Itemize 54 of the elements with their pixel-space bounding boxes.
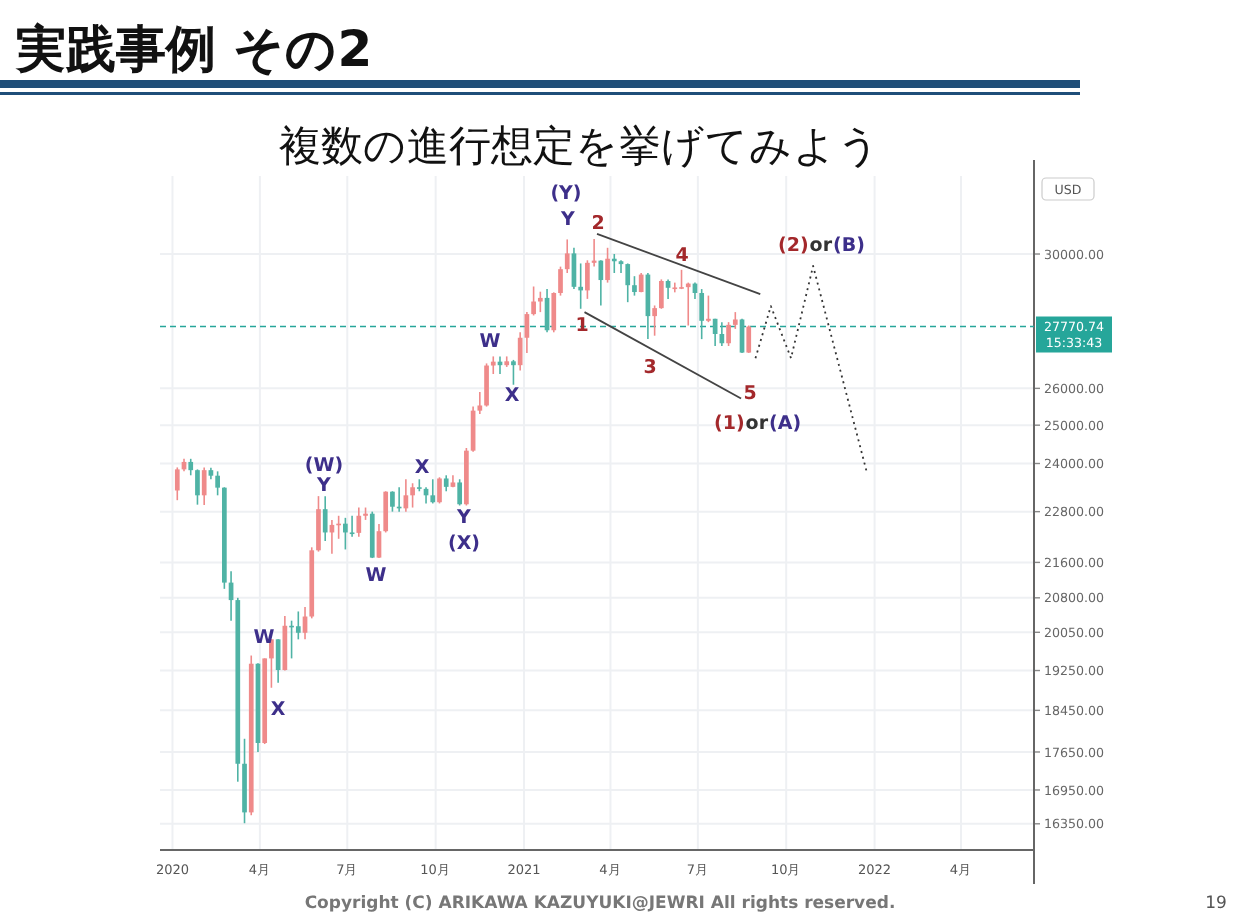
- annotation: W: [253, 627, 276, 649]
- candlestick: [356, 506, 362, 538]
- chart-title: 実践事例 その2: [14, 20, 373, 78]
- annotation: or: [809, 235, 833, 257]
- annotation: Y: [455, 507, 472, 529]
- annotation: 5: [743, 383, 757, 405]
- candlestick: [369, 510, 375, 559]
- annotation: X: [414, 457, 431, 479]
- annotation: (2): [778, 235, 809, 257]
- candlestick: [457, 478, 463, 507]
- chart-subtitle: 複数の進行想定を挙げてみよう: [279, 122, 881, 170]
- annotation: (B): [833, 235, 865, 257]
- candlestick: [343, 517, 348, 551]
- candlestick: [511, 359, 516, 386]
- annotation: W: [365, 565, 388, 587]
- candlestick: [390, 490, 395, 513]
- candlestick: [383, 490, 389, 534]
- candlestick: [201, 466, 207, 506]
- annotation: (X): [447, 533, 481, 555]
- candlestick: [349, 514, 355, 538]
- annotation: 3: [643, 357, 657, 379]
- annotation: X: [270, 699, 287, 721]
- candlestick: [410, 482, 415, 509]
- annotation: (W): [304, 455, 344, 477]
- annotation: X: [504, 385, 521, 407]
- candlestick: [726, 321, 731, 347]
- candlestick: [430, 478, 436, 505]
- text: Copyright (C) ARIKAWA KAZUYUKI@JEWRI All rights reserved.: [304, 894, 896, 914]
- annotation: 1: [575, 315, 589, 337]
- candlestick: [437, 476, 442, 505]
- candlestick: [746, 324, 752, 354]
- annotation: Y: [315, 475, 332, 497]
- annotation: 4: [675, 245, 690, 267]
- annotation: Y: [559, 209, 576, 231]
- candlestick: [537, 290, 543, 313]
- candlestick: [605, 246, 610, 284]
- candlestick: [699, 288, 705, 340]
- annotation: W: [479, 331, 502, 353]
- candlestick: [484, 362, 489, 408]
- candlestick: [295, 610, 301, 641]
- candlestick: [659, 278, 664, 310]
- candlestick: [706, 294, 711, 323]
- annotation: 2: [591, 213, 605, 235]
- candlestick: [598, 259, 604, 307]
- candlestick: [215, 470, 220, 497]
- annotation: or: [745, 413, 769, 435]
- candlestick: [652, 304, 657, 337]
- annotation: (A): [769, 413, 802, 435]
- annotation: (Y): [550, 183, 582, 205]
- candlestick: [174, 466, 180, 501]
- candlestick: [625, 262, 631, 303]
- text: 19: [1205, 894, 1227, 914]
- candlestick: [322, 495, 328, 542]
- annotation: (1): [714, 413, 745, 435]
